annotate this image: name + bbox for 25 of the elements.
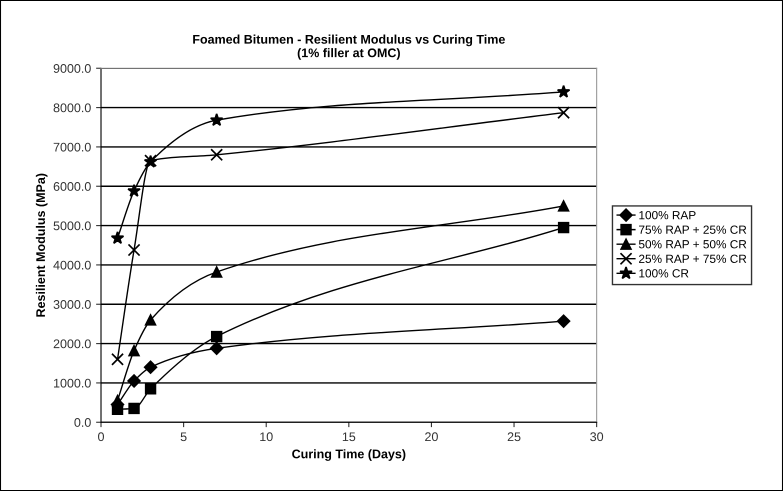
legend-label: 50% RAP + 50% CR (638, 240, 746, 248)
x-axis-title: Curing Time (Days) (292, 449, 406, 461)
x-tick-label: 25 (508, 432, 520, 442)
y-tick-label: 9000.0 (54, 64, 91, 73)
x-tick-label: 5 (180, 432, 187, 442)
y-tick-label: 8000.0 (54, 103, 91, 112)
y-tick-label: 3000.0 (54, 300, 91, 309)
legend-label: 75% RAP + 25% CR (639, 226, 746, 234)
x-tick-label: 20 (425, 432, 438, 442)
x-tick-label: 30 (590, 432, 604, 442)
x-tick-label: 10 (260, 432, 273, 442)
legend-label: 100% RAP (639, 210, 696, 220)
legend-label: 25% RAP + 75% CR (639, 254, 746, 263)
legend-label: 100% CR (639, 269, 688, 278)
x-tick-label: 0 (98, 432, 104, 442)
y-tick-label: 7000.0 (54, 142, 91, 152)
y-tick-label: 4000.0 (53, 260, 91, 270)
y-tick-label: 2000.0 (54, 339, 91, 348)
y-tick-label: 5000.0 (54, 221, 91, 230)
chart-title: Foamed Bitumen - Resilient Modulus vs Curing Time (1% filler at OMC) (193, 34, 505, 60)
y-axis-title: Resilient Modulus (MPa) (36, 174, 48, 317)
y-tick-label: 0.0 (74, 418, 91, 427)
x-tick-label: 15 (342, 432, 356, 442)
y-tick-label: 1000.0 (54, 378, 91, 388)
y-tick-label: 6000.0 (54, 182, 91, 191)
